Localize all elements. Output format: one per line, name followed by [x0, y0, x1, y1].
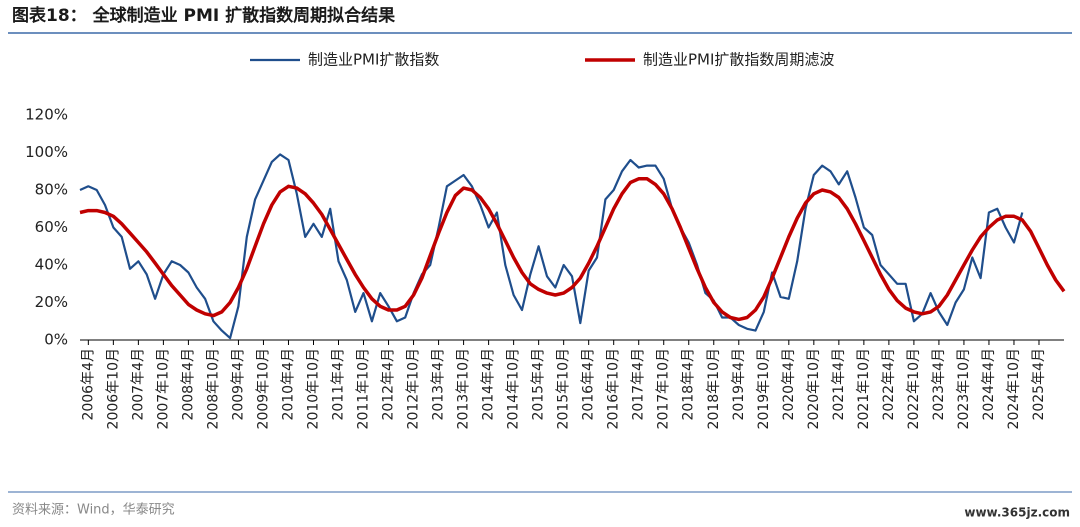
- x-tick-label: 2007年4月: [130, 348, 146, 421]
- x-tick-label: 2021年4月: [831, 348, 847, 421]
- x-tick-label: 2012年10月: [406, 348, 422, 429]
- y-tick-label: 60%: [35, 218, 68, 236]
- x-tick-label: 2007年10月: [155, 348, 171, 429]
- x-tick-label: 2025年4月: [1031, 348, 1047, 421]
- y-tick-label: 120%: [25, 106, 68, 124]
- y-tick-label: 80%: [35, 181, 68, 199]
- y-tick-label: 100%: [25, 143, 68, 161]
- legend-label: 制造业PMI扩散指数周期滤波: [643, 51, 834, 69]
- x-tick-label: 2019年4月: [731, 348, 747, 421]
- x-tick-label: 2021年10月: [856, 348, 872, 429]
- x-tick-label: 2019年10月: [756, 348, 772, 429]
- x-tick-label: 2006年4月: [80, 348, 96, 421]
- x-tick-label: 2024年10月: [1006, 348, 1022, 429]
- x-tick-label: 2020年4月: [781, 348, 797, 421]
- series-line: [79, 153, 1024, 340]
- x-tick-label: 2014年4月: [481, 348, 497, 421]
- x-tick-label: 2009年4月: [230, 348, 246, 421]
- x-tick-label: 2010年10月: [305, 348, 321, 429]
- y-tick-label: 20%: [35, 293, 68, 311]
- x-tick-label: 2018年10月: [706, 348, 722, 429]
- x-tick-label: 2023年10月: [956, 348, 972, 429]
- x-tick-label: 2015年10月: [556, 348, 572, 429]
- x-tick-label: 2023年4月: [931, 348, 947, 421]
- x-tick-label: 2016年4月: [581, 348, 597, 421]
- x-tick-label: 2012年4月: [381, 348, 397, 421]
- legend-label: 制造业PMI扩散指数: [308, 51, 439, 69]
- x-tick-label: 2013年4月: [431, 348, 447, 421]
- x-tick-label: 2011年4月: [331, 348, 347, 421]
- chart-title: 图表18： 全球制造业 PMI 扩散指数周期拟合结果: [12, 5, 395, 26]
- x-tick-label: 2008年4月: [180, 348, 196, 421]
- y-tick-label: 0%: [44, 331, 68, 349]
- x-tick-label: 2018年4月: [681, 348, 697, 421]
- x-tick-label: 2022年4月: [881, 348, 897, 421]
- x-tick-label: 2006年10月: [105, 348, 121, 429]
- x-tick-label: 2016年10月: [606, 348, 622, 429]
- x-tick-label: 2009年10月: [255, 348, 271, 429]
- x-tick-label: 2013年10月: [456, 348, 472, 429]
- x-tick-label: 2014年10月: [506, 348, 522, 429]
- x-tick-label: 2024年4月: [981, 348, 997, 421]
- x-tick-label: 2011年10月: [356, 348, 372, 429]
- source: 资料来源：Wind，华泰研究: [12, 503, 175, 518]
- x-tick-label: 2008年10月: [205, 348, 221, 429]
- x-tick-label: 2010年4月: [280, 348, 296, 421]
- series-line: [79, 177, 1066, 322]
- watermark: www.365jz.com: [964, 506, 1070, 520]
- x-tick-label: 2020年10月: [806, 348, 822, 429]
- y-tick-label: 40%: [35, 256, 68, 274]
- x-tick-label: 2017年4月: [631, 348, 647, 421]
- x-tick-label: 2022年10月: [906, 348, 922, 429]
- x-tick-label: 2015年4月: [531, 348, 547, 421]
- x-tick-label: 2017年10月: [656, 348, 672, 429]
